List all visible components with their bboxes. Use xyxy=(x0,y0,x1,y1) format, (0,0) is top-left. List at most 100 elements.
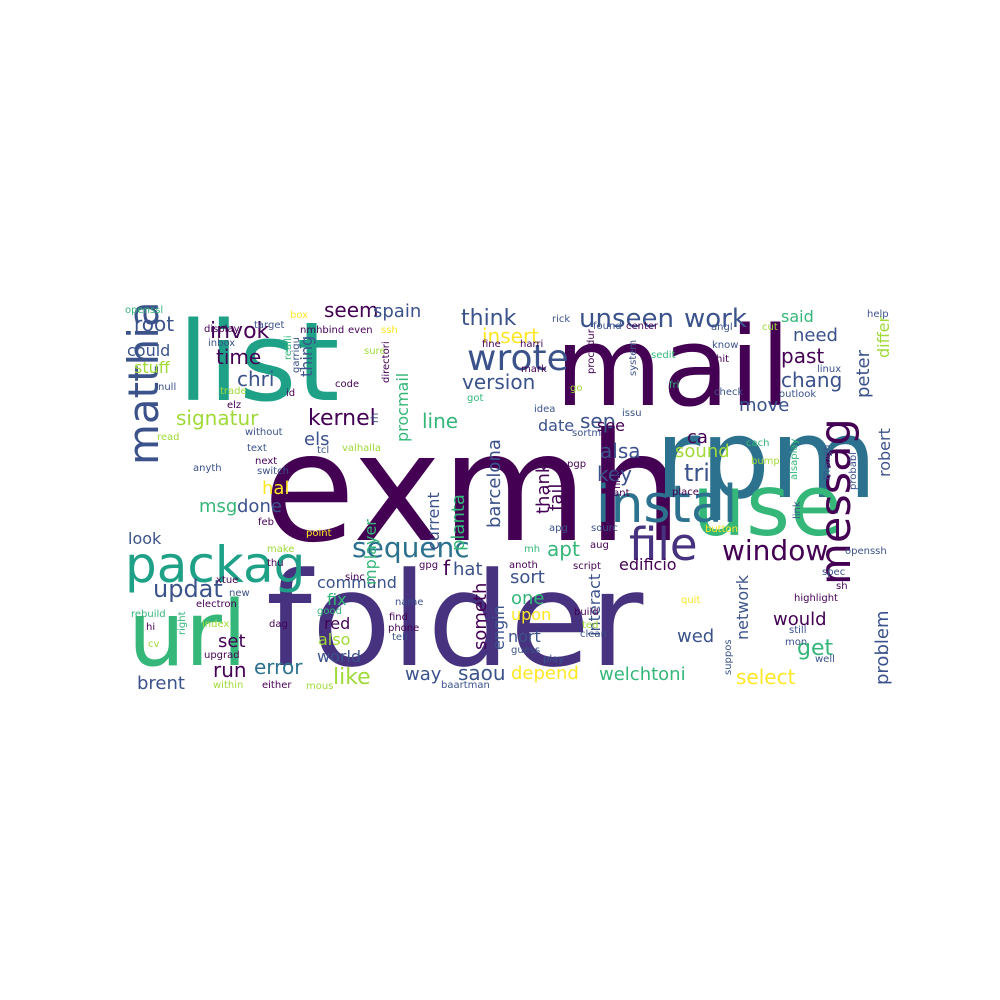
word-welchtoni: welchtoni xyxy=(599,664,686,685)
word-thing: thing xyxy=(297,336,316,377)
word-signatur: signatur xyxy=(176,406,259,430)
word-someth: someth xyxy=(470,583,491,650)
word-though: though xyxy=(822,445,833,480)
word-sedit: sedit xyxy=(651,350,675,361)
word-idea: idea xyxy=(534,404,555,415)
word-fail: fail xyxy=(546,484,567,511)
word-rebuild: rebuild xyxy=(131,609,166,620)
word-switch: switch xyxy=(257,466,289,477)
word-tcl: tcl xyxy=(317,445,329,456)
word-look: look xyxy=(128,529,162,548)
word-cut: cut xyxy=(762,322,778,333)
word-pgp: pgp xyxy=(567,459,586,470)
word-alsaplay: alsaplay xyxy=(789,439,800,480)
word-current: current xyxy=(424,492,443,550)
word-stuff: stuff xyxy=(134,358,171,377)
word-null: null xyxy=(158,382,176,393)
word-go: go xyxy=(570,383,582,394)
word-without: without xyxy=(245,427,283,438)
word-instal: instal xyxy=(596,475,737,535)
word-root: root xyxy=(134,312,174,336)
word-button: button xyxy=(705,524,738,535)
word-inbox: inbox xyxy=(208,338,235,349)
word-build: build xyxy=(574,607,599,618)
word-date: date xyxy=(538,416,574,435)
word-elz: elz xyxy=(227,400,241,411)
word-apg: apg xyxy=(549,523,568,534)
word-alsa: alsa xyxy=(600,439,641,463)
word-rick: rick xyxy=(552,314,570,325)
word-mh: mh xyxy=(524,544,540,555)
word-well: well xyxy=(815,654,835,665)
word-electron: electron xyxy=(196,599,237,610)
word-script: script xyxy=(573,561,601,572)
word-tri: tri xyxy=(684,459,710,487)
word-openssl: openssl xyxy=(125,305,163,316)
word-engin: engin xyxy=(489,605,508,650)
word-hit: hit xyxy=(716,354,729,365)
word-planta: planta xyxy=(448,494,469,551)
word-sh: sh xyxy=(836,581,848,592)
word-list: list xyxy=(178,298,340,426)
word-see: see xyxy=(597,416,625,435)
word-apt: apt xyxy=(547,537,580,561)
word-angl: angl xyxy=(711,322,733,333)
word-said: said xyxy=(781,307,814,326)
word-display: display xyxy=(204,324,240,335)
word-mail: mail xyxy=(555,303,791,431)
word-valhalla: valhalla xyxy=(342,443,381,454)
word-red: red xyxy=(324,614,350,633)
word-spain: spain xyxy=(373,301,421,322)
word-run: run xyxy=(213,658,247,682)
word-time: time xyxy=(216,345,261,369)
word-robert: robert xyxy=(875,428,894,477)
word-got: got xyxy=(467,393,483,404)
word-system: system xyxy=(628,340,639,376)
word-one: one xyxy=(511,588,545,609)
word-sort: sort xyxy=(510,567,545,588)
word-els: els xyxy=(304,429,329,450)
word-box: box xyxy=(290,310,308,321)
word-text: text xyxy=(247,443,267,454)
word-upgrad: upgrad xyxy=(204,650,240,661)
word-updat: updat xyxy=(153,575,223,603)
word-highlight: highlight xyxy=(794,593,838,604)
word-set: set xyxy=(218,631,246,652)
word-window: window xyxy=(722,534,828,567)
word-fix: fix xyxy=(327,590,347,609)
word-found: found xyxy=(593,321,622,332)
word-id: id xyxy=(286,388,295,399)
word-use: use xyxy=(692,457,842,556)
word-invok: invok xyxy=(210,319,270,344)
word-like: like xyxy=(333,665,371,690)
word-wrote: wrote xyxy=(467,338,569,379)
word-url: url xyxy=(128,582,247,687)
word-linux: linux xyxy=(817,364,841,375)
word-code: code xyxy=(335,379,359,390)
word-realli: realli xyxy=(283,335,294,360)
word-next: next xyxy=(255,456,277,467)
word-way: way xyxy=(405,664,442,685)
word-past: past xyxy=(781,344,824,368)
word-fine: fine xyxy=(482,339,501,350)
word-packag: packag xyxy=(125,536,305,594)
word-issu: issu xyxy=(622,408,642,419)
word-within: within xyxy=(213,680,243,691)
word-spec: spec xyxy=(822,567,845,578)
word-select: select xyxy=(736,665,796,689)
word-mark: mark xyxy=(521,364,547,375)
word-bump: bump xyxy=(751,456,780,467)
word-target: target xyxy=(254,320,284,331)
word-thank: thank xyxy=(533,462,554,514)
word-mon: mon xyxy=(785,637,807,648)
word-even: even xyxy=(348,325,373,336)
word-fri: fri xyxy=(669,380,679,391)
word-play: play xyxy=(543,654,564,665)
word-rpm: rpm xyxy=(655,395,877,523)
word-folder: folder xyxy=(266,544,644,696)
word-work: work xyxy=(684,304,747,334)
word-baartman: baartman xyxy=(441,680,490,691)
word-problem: problem xyxy=(872,611,893,685)
word-index: index xyxy=(202,619,229,630)
